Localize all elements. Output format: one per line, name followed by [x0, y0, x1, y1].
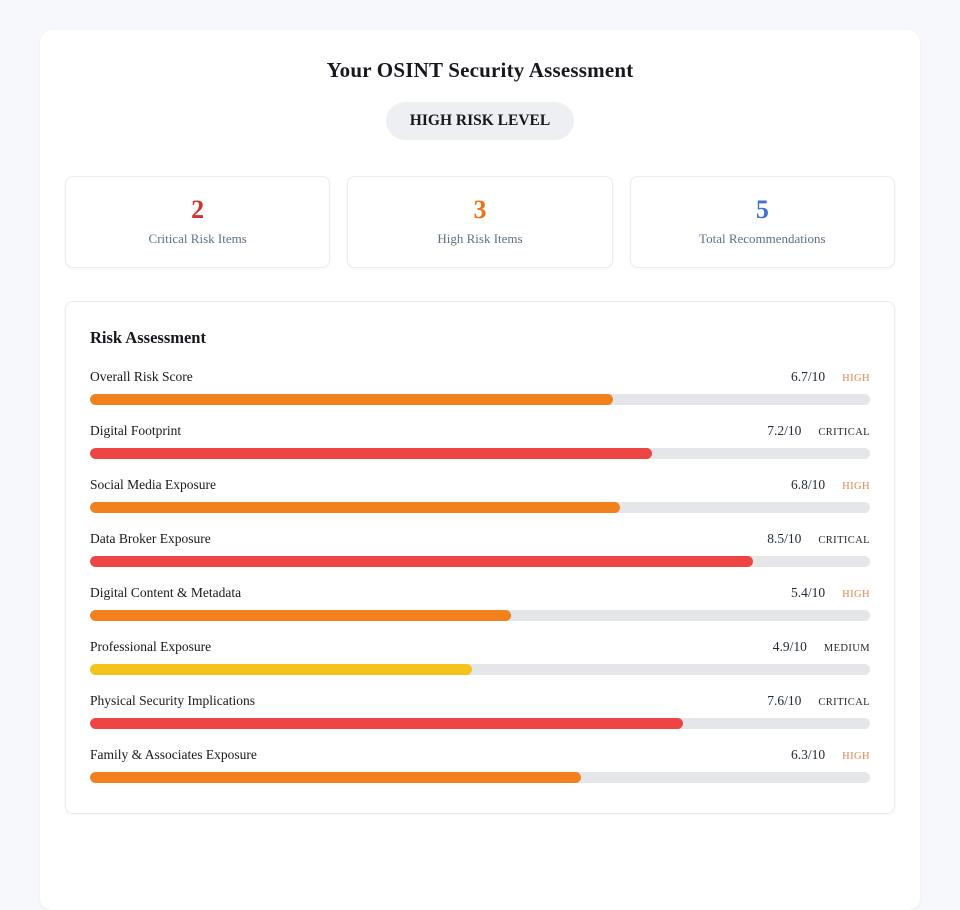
- risk-score: 7.2/10: [767, 423, 802, 438]
- risk-score: 6.8/10: [791, 477, 826, 492]
- stat-label: Total Recommendations: [699, 231, 826, 246]
- risk-row-header: Data Broker Exposure 8.5/10 CRITICAL: [90, 531, 870, 548]
- risk-bar-track: [90, 502, 870, 513]
- risk-bar-fill: [90, 448, 652, 459]
- risk-assessment-panel: Risk Assessment Overall Risk Score 6.7/1…: [65, 301, 895, 814]
- risk-bar-fill: [90, 610, 512, 621]
- risk-bar-track: [90, 772, 870, 783]
- risk-category-label: Data Broker Exposure: [90, 531, 211, 546]
- risk-level-tag: CRITICAL: [818, 427, 870, 438]
- risk-row-values: 8.5/10 CRITICAL: [767, 531, 870, 547]
- risk-row-values: 6.7/10 HIGH: [791, 369, 870, 385]
- risk-row-values: 6.3/10 HIGH: [791, 747, 870, 763]
- risk-category-label: Physical Security Implications: [90, 693, 255, 708]
- stat-value: 2: [191, 195, 205, 224]
- risk-level-tag: CRITICAL: [818, 535, 870, 546]
- risk-row: Overall Risk Score 6.7/10 HIGH: [90, 369, 870, 405]
- risk-bar-track: [90, 610, 870, 621]
- risk-row: Digital Content & Metadata 5.4/10 HIGH: [90, 585, 870, 621]
- risk-bar-track: [90, 556, 870, 567]
- summary-stats-row: 2 Critical Risk Items 3 High Risk Items …: [65, 176, 895, 268]
- risk-row-header: Digital Footprint 7.2/10 CRITICAL: [90, 423, 870, 440]
- risk-assessment-heading: Risk Assessment: [90, 328, 206, 347]
- risk-row: Family & Associates Exposure 6.3/10 HIGH: [90, 747, 870, 783]
- stat-card: 3 High Risk Items: [347, 176, 613, 268]
- risk-row-values: 6.8/10 HIGH: [791, 477, 870, 493]
- risk-level-tag: HIGH: [842, 373, 870, 384]
- risk-rows-container: Overall Risk Score 6.7/10 HIGH Digital F…: [90, 369, 870, 783]
- risk-bar-fill: [90, 772, 582, 783]
- risk-category-label: Digital Footprint: [90, 423, 182, 438]
- stat-value: 5: [755, 195, 769, 224]
- risk-row: Data Broker Exposure 8.5/10 CRITICAL: [90, 531, 870, 567]
- risk-category-label: Overall Risk Score: [90, 369, 193, 384]
- risk-score: 6.3/10: [791, 747, 826, 762]
- risk-score: 6.7/10: [791, 369, 826, 384]
- stat-card: 2 Critical Risk Items: [65, 176, 331, 268]
- risk-row-header: Digital Content & Metadata 5.4/10 HIGH: [90, 585, 870, 602]
- risk-row-header: Overall Risk Score 6.7/10 HIGH: [90, 369, 870, 386]
- risk-score: 5.4/10: [791, 585, 826, 600]
- risk-row-header: Family & Associates Exposure 6.3/10 HIGH: [90, 747, 870, 764]
- risk-level-badge: HIGH RISK LEVEL: [385, 102, 575, 140]
- stat-label: Critical Risk Items: [148, 231, 247, 246]
- risk-bar-track: [90, 448, 870, 459]
- risk-category-label: Family & Associates Exposure: [90, 747, 257, 762]
- page-title: Your OSINT Security Assessment: [326, 58, 634, 82]
- risk-row-header: Professional Exposure 4.9/10 MEDIUM: [90, 639, 870, 656]
- risk-row-header: Social Media Exposure 6.8/10 HIGH: [90, 477, 870, 494]
- risk-row-values: 5.4/10 HIGH: [791, 585, 870, 601]
- risk-row-header: Physical Security Implications 7.6/10 CR…: [90, 693, 870, 710]
- risk-level-tag: CRITICAL: [818, 697, 870, 708]
- risk-row: Digital Footprint 7.2/10 CRITICAL: [90, 423, 870, 459]
- risk-row: Physical Security Implications 7.6/10 CR…: [90, 693, 870, 729]
- risk-level-tag: HIGH: [842, 589, 870, 600]
- stat-label: High Risk Items: [437, 231, 523, 246]
- risk-level-tag: HIGH: [842, 481, 870, 492]
- risk-bar-fill: [90, 502, 621, 513]
- risk-row-values: 7.2/10 CRITICAL: [767, 423, 870, 439]
- risk-level-badge-container: HIGH RISK LEVEL: [40, 102, 920, 140]
- risk-bar-fill: [90, 718, 683, 729]
- assessment-report-card: Your OSINT Security Assessment HIGH RISK…: [40, 30, 920, 910]
- risk-level-tag: MEDIUM: [823, 643, 870, 654]
- risk-category-label: Professional Exposure: [90, 639, 212, 654]
- risk-bar-track: [90, 664, 870, 675]
- risk-row: Social Media Exposure 6.8/10 HIGH: [90, 477, 870, 513]
- risk-category-label: Digital Content & Metadata: [90, 585, 242, 600]
- stat-card: 5 Total Recommendations: [629, 176, 895, 268]
- risk-row: Professional Exposure 4.9/10 MEDIUM: [90, 639, 870, 675]
- risk-score: 7.6/10: [767, 693, 802, 708]
- risk-bar-fill: [90, 556, 753, 567]
- risk-score: 4.9/10: [772, 639, 807, 654]
- stat-value: 3: [473, 195, 487, 224]
- risk-bar-fill: [90, 394, 613, 405]
- risk-row-values: 7.6/10 CRITICAL: [767, 693, 870, 709]
- risk-level-tag: HIGH: [842, 751, 870, 762]
- risk-category-label: Social Media Exposure: [90, 477, 216, 492]
- risk-score: 8.5/10: [767, 531, 802, 546]
- risk-bar-track: [90, 718, 870, 729]
- risk-bar-fill: [90, 664, 473, 675]
- risk-row-values: 4.9/10 MEDIUM: [773, 639, 870, 655]
- risk-bar-track: [90, 394, 870, 405]
